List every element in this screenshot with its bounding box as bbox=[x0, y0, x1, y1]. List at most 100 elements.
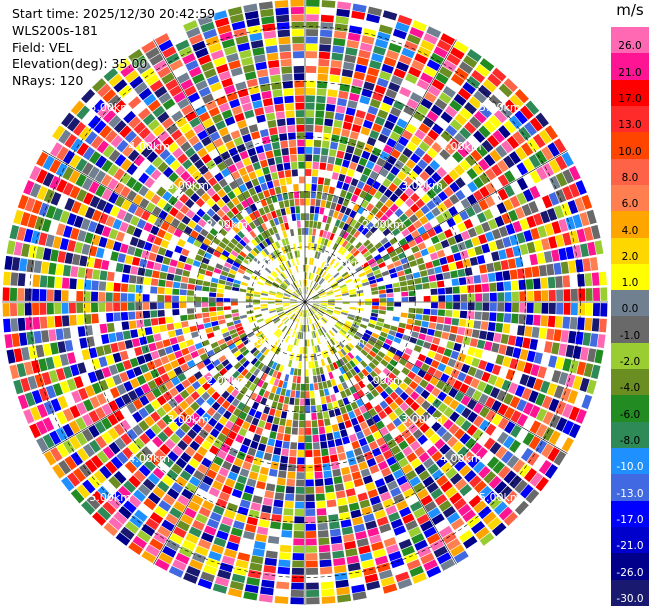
velocity-gate bbox=[258, 207, 266, 216]
velocity-gate bbox=[478, 105, 493, 119]
velocity-gate bbox=[92, 269, 101, 280]
velocity-gate bbox=[474, 369, 484, 380]
velocity-gate bbox=[466, 194, 478, 206]
velocity-gate bbox=[32, 316, 41, 330]
velocity-gate bbox=[263, 189, 271, 198]
velocity-gate bbox=[197, 54, 212, 66]
velocity-gate bbox=[388, 267, 397, 275]
velocity-gate bbox=[555, 155, 568, 171]
velocity-gate bbox=[444, 105, 458, 118]
velocity-gate bbox=[514, 146, 528, 161]
velocity-gate bbox=[144, 177, 155, 189]
velocity-gate bbox=[214, 17, 230, 28]
velocity-gate bbox=[275, 7, 289, 16]
velocity-gate bbox=[103, 522, 119, 537]
velocity-gate bbox=[241, 335, 249, 343]
velocity-gate bbox=[316, 321, 322, 328]
velocity-gate bbox=[143, 352, 153, 363]
velocity-gate bbox=[347, 342, 355, 349]
velocity-gate bbox=[89, 151, 102, 165]
velocity-gate bbox=[203, 372, 213, 381]
velocity-gate bbox=[382, 342, 391, 350]
velocity-gate bbox=[187, 308, 195, 314]
velocity-gate bbox=[153, 59, 168, 73]
velocity-gate bbox=[273, 148, 282, 157]
velocity-gate bbox=[261, 16, 275, 25]
velocity-gate bbox=[363, 346, 371, 353]
velocity-gate bbox=[253, 257, 261, 265]
velocity-gate bbox=[349, 291, 357, 295]
velocity-gate bbox=[398, 136, 409, 147]
velocity-gate bbox=[317, 530, 329, 538]
velocity-gate bbox=[424, 428, 435, 439]
velocity-gate bbox=[124, 254, 134, 265]
velocity-gate bbox=[579, 211, 590, 227]
velocity-gate bbox=[467, 49, 482, 63]
velocity-gate bbox=[217, 144, 228, 155]
velocity-gate bbox=[292, 553, 304, 561]
velocity-gate bbox=[332, 127, 342, 136]
velocity-gate bbox=[250, 555, 264, 565]
velocity-gate bbox=[70, 227, 80, 240]
velocity-gate bbox=[302, 310, 305, 317]
velocity-gate bbox=[175, 211, 185, 221]
velocity-gate bbox=[371, 265, 380, 272]
velocity-gate bbox=[341, 290, 349, 295]
velocity-gate bbox=[398, 358, 408, 366]
velocity-gate bbox=[209, 462, 221, 473]
velocity-gate bbox=[107, 427, 119, 440]
velocity-gate bbox=[281, 530, 293, 538]
velocity-gate bbox=[327, 299, 335, 301]
velocity-gate bbox=[562, 169, 575, 184]
velocity-gate bbox=[88, 181, 100, 194]
velocity-gate bbox=[325, 395, 332, 404]
velocity-gate bbox=[50, 191, 62, 206]
velocity-gate bbox=[418, 263, 427, 271]
velocity-gate bbox=[113, 168, 125, 181]
velocity-gate bbox=[317, 311, 324, 317]
velocity-gate bbox=[245, 304, 253, 308]
velocity-gate bbox=[345, 362, 353, 371]
velocity-gate bbox=[407, 371, 417, 380]
velocity-gate bbox=[587, 241, 597, 256]
velocity-gate bbox=[472, 203, 483, 214]
velocity-gate bbox=[150, 350, 160, 360]
velocity-gate bbox=[452, 151, 464, 163]
velocity-gate bbox=[78, 126, 92, 141]
velocity-gate bbox=[169, 59, 184, 71]
velocity-gate bbox=[341, 240, 349, 248]
velocity-gate bbox=[445, 287, 453, 295]
velocity-gate bbox=[272, 506, 283, 515]
velocity-gate bbox=[385, 88, 398, 99]
velocity-gate bbox=[512, 459, 526, 473]
velocity-gate bbox=[294, 235, 299, 243]
velocity-gate bbox=[291, 21, 304, 29]
velocity-gate bbox=[450, 350, 460, 360]
velocity-gate bbox=[279, 418, 286, 426]
velocity-gate bbox=[309, 339, 312, 347]
velocity-gate bbox=[336, 277, 344, 283]
velocity-gate bbox=[459, 310, 468, 319]
velocity-gate bbox=[426, 482, 439, 494]
velocity-gate bbox=[477, 506, 492, 520]
velocity-gate bbox=[260, 8, 274, 18]
velocity-gate bbox=[512, 131, 526, 145]
velocity-gate bbox=[298, 361, 302, 369]
velocity-gate bbox=[6, 240, 16, 255]
velocity-gate bbox=[540, 210, 551, 224]
velocity-gate bbox=[235, 81, 247, 91]
velocity-gate bbox=[437, 191, 448, 202]
velocity-gate bbox=[526, 451, 540, 466]
velocity-gate bbox=[455, 334, 464, 344]
velocity-gate bbox=[449, 194, 460, 205]
velocity-gate bbox=[242, 190, 251, 199]
velocity-gate bbox=[133, 227, 143, 238]
velocity-gate bbox=[417, 353, 427, 362]
velocity-gate bbox=[330, 394, 337, 402]
velocity-gate bbox=[294, 80, 305, 88]
velocity-gate bbox=[353, 278, 361, 283]
velocity-gate bbox=[277, 470, 287, 479]
velocity-gate bbox=[17, 394, 29, 410]
velocity-gate bbox=[61, 112, 75, 128]
velocity-gate bbox=[401, 545, 416, 557]
